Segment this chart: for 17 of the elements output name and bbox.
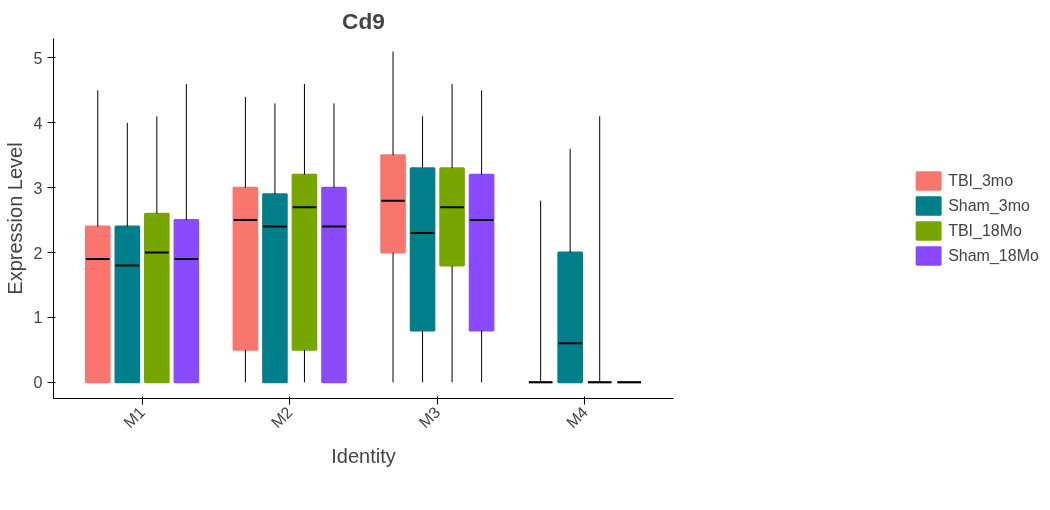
x-tick-label: M3 bbox=[415, 403, 444, 432]
legend-label: Sham_3mo bbox=[948, 196, 1030, 215]
x-tick-label: M2 bbox=[267, 403, 296, 432]
x-tick-label: M4 bbox=[563, 403, 592, 432]
y-tick-label: 4 bbox=[33, 114, 43, 132]
legend-label: TBI_3mo bbox=[948, 171, 1014, 190]
x-tick-label: M1 bbox=[120, 403, 149, 432]
chart-title: Cd9 bbox=[342, 7, 385, 34]
y-tick-label: 0 bbox=[33, 374, 43, 392]
y-tick-label: 1 bbox=[33, 309, 43, 327]
legend-label: Sham_18Mo bbox=[948, 246, 1039, 265]
y-tick-label: 5 bbox=[33, 49, 43, 67]
x-axis-title: Identity bbox=[331, 445, 396, 468]
legend-label: TBI_18Mo bbox=[948, 221, 1022, 240]
y-tick-label: 2 bbox=[33, 244, 43, 262]
y-tick-label: 3 bbox=[33, 179, 43, 197]
y-axis-title: Expression Level bbox=[3, 142, 26, 295]
